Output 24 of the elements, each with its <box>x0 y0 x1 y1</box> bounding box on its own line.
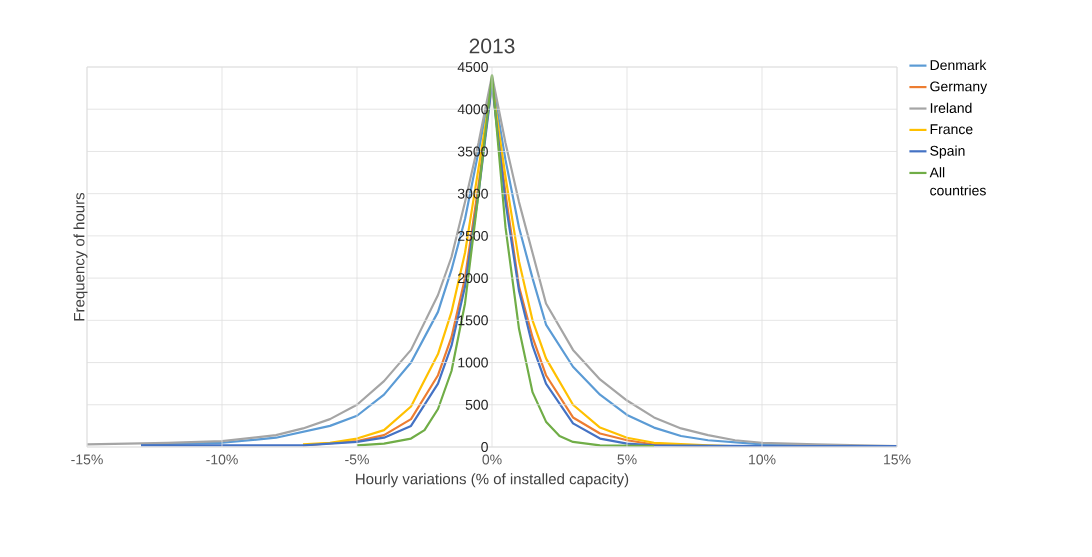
x-tick-label: 15% <box>884 454 911 465</box>
x-tick-label: -15% <box>71 454 103 465</box>
y-tick-label: 1000 <box>458 357 488 368</box>
y-tick-label: 4000 <box>457 104 488 115</box>
y-tick-label: 500 <box>465 399 488 410</box>
y-tick-label: 0 <box>481 442 488 452</box>
legend-label: All countries <box>929 167 986 196</box>
legend-label: Denmark <box>930 59 987 71</box>
y-tick-label: 1500 <box>458 315 488 326</box>
legend-label: Germany <box>930 81 988 95</box>
y-tick-label: 4500 <box>457 62 488 72</box>
x-tick-label: 5% <box>617 454 637 465</box>
x-axis-title: Hourly variations (% of installed capacity) <box>356 473 629 488</box>
y-axis-title: Frequency of hours <box>73 192 88 321</box>
y-tick-label: 3500 <box>457 146 488 157</box>
x-tick-label: 0% <box>482 454 502 465</box>
legend-label: France <box>930 124 973 135</box>
legend-label: Ireland <box>930 102 972 114</box>
x-tick-label: -10% <box>206 454 238 465</box>
legend-label: Spain <box>930 145 965 159</box>
y-tick-label: 3000 <box>457 188 488 199</box>
x-tick-label: 10% <box>749 454 776 465</box>
x-tick-label: -5% <box>345 454 369 465</box>
chart-title: 2013 <box>469 38 515 54</box>
